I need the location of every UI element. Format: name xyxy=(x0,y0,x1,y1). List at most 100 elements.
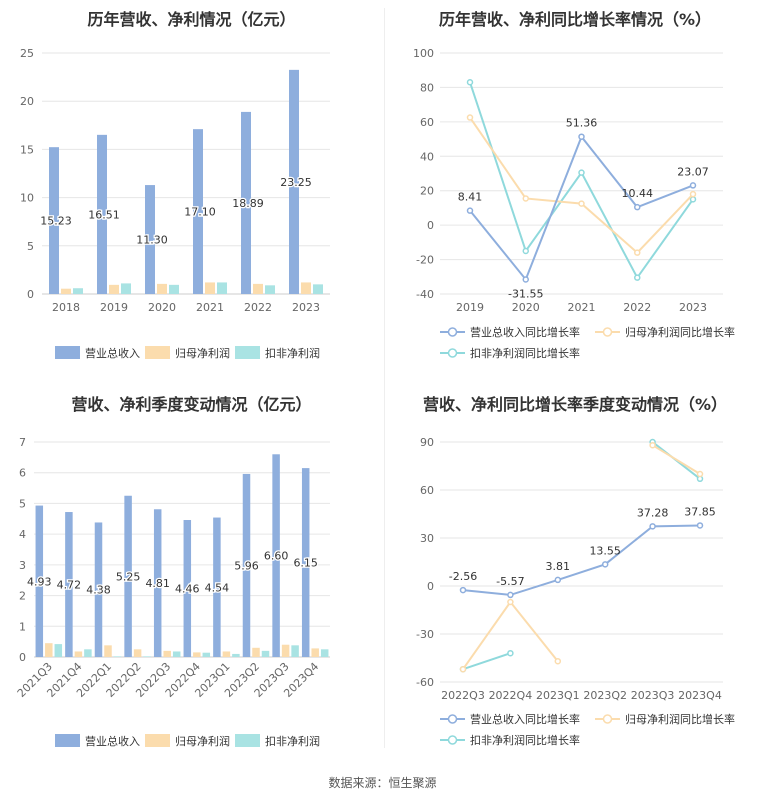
series-line xyxy=(462,600,559,670)
bar-parent-profit xyxy=(104,645,112,657)
data-point xyxy=(554,576,562,584)
data-point xyxy=(634,274,641,281)
y-tick-label: 0 xyxy=(19,651,26,664)
data-label: 15.23 xyxy=(40,215,72,228)
data-label: 4.54 xyxy=(205,581,230,594)
legend-marker xyxy=(447,735,458,745)
y-tick-label: 6 xyxy=(19,467,26,480)
y-tick-label: 60 xyxy=(420,484,434,497)
legend-swatch xyxy=(145,734,170,747)
legend-label: 营业总收入 xyxy=(85,734,140,748)
data-label: 23.25 xyxy=(280,176,312,189)
quarterly-growth-panel: 营收、净利同比增长率季度变动情况（%） -60 -30 0 30 60 90 2022Q3 2… xyxy=(385,385,765,765)
legend-marker xyxy=(602,714,613,724)
y-tick-label: 30 xyxy=(420,532,434,545)
data-label: 4.46 xyxy=(175,583,200,596)
data-label: 17.10 xyxy=(184,206,216,219)
data-point xyxy=(507,591,514,599)
y-tick-label: 0 xyxy=(27,288,34,301)
data-point xyxy=(601,561,609,568)
x-tick-label: 2021 xyxy=(568,301,596,314)
bar-revenue xyxy=(94,522,103,657)
y-tick-label: 40 xyxy=(420,150,434,163)
data-point xyxy=(507,598,514,606)
data-point xyxy=(459,586,467,594)
x-tick-label: 2022 xyxy=(244,301,272,314)
bar-parent-profit xyxy=(45,643,53,657)
bar-deducted-profit xyxy=(232,653,240,657)
y-tick-label: 20 xyxy=(20,95,34,108)
bar-deducted-profit xyxy=(261,650,270,657)
data-point xyxy=(634,203,641,211)
x-tick-label: 2023 xyxy=(292,301,320,314)
bar-deducted-profit xyxy=(113,656,122,657)
bar-parent-profit xyxy=(157,283,167,294)
annual-growth-chart: -40 -20 0 20 40 60 80 100 2019 2020 2021 2022 2023 8.… xyxy=(413,47,735,360)
y-tick-label: -60 xyxy=(416,676,434,689)
y-tick-label: 2 xyxy=(19,590,26,603)
bar-parent-profit xyxy=(281,644,290,657)
data-point xyxy=(696,522,704,529)
annual-revenue-profit-chart: 0 5 10 15 20 25 15.23 2018 16.51 2019 11.30 2020 17.… xyxy=(20,47,330,360)
bar-deducted-profit xyxy=(54,644,63,657)
y-tick-label: 20 xyxy=(420,185,434,198)
legend-swatch xyxy=(55,734,80,747)
data-label: 13.55 xyxy=(589,544,621,557)
legend-label: 营业总收入同比增长率 xyxy=(470,325,580,339)
chart-title: 营收、净利季度变动情况（亿元） xyxy=(71,395,312,414)
bar-deducted-profit xyxy=(172,651,181,657)
legend-swatch xyxy=(55,346,80,359)
y-tick-label: -40 xyxy=(416,288,434,301)
legend-marker xyxy=(447,348,458,358)
bar-parent-profit xyxy=(61,288,71,294)
quarterly-revenue-profit-chart: 012345674.932021Q34.722021Q44.382022Q15.… xyxy=(15,436,330,748)
legend-swatch xyxy=(145,346,170,359)
bar-deducted-profit xyxy=(291,645,299,657)
data-source: 数据来源：恒生聚源 xyxy=(328,776,437,790)
x-tick-label: 2019 xyxy=(100,301,128,314)
bar-revenue xyxy=(241,111,251,295)
bar-revenue xyxy=(49,147,59,294)
legend-label: 扣非净利润同比增长率 xyxy=(470,733,580,747)
bar-revenue xyxy=(65,512,73,657)
bar-deducted-profit xyxy=(202,652,211,657)
bar-deducted-profit xyxy=(217,282,227,294)
data-label: 6.60 xyxy=(264,550,289,563)
y-tick-label: 15 xyxy=(20,143,34,156)
series-line xyxy=(462,652,511,671)
data-label: 4.93 xyxy=(27,575,52,588)
data-label: 5.25 xyxy=(116,570,141,583)
bar-deducted-profit xyxy=(320,649,329,657)
legend-label: 归母净利润 xyxy=(175,346,230,360)
x-tick-label: 2020 xyxy=(148,301,176,314)
data-label: 23.07 xyxy=(677,165,709,178)
data-label: 3.81 xyxy=(546,560,571,573)
bar-deducted-profit xyxy=(121,283,131,294)
legend-label: 扣非净利润同比增长率 xyxy=(470,346,580,360)
y-tick-label: 100 xyxy=(413,47,434,60)
chart-title: 历年营收、净利同比增长率情况（%） xyxy=(438,10,712,29)
bar-revenue xyxy=(272,454,280,657)
bar-parent-profit xyxy=(205,282,215,294)
y-tick-label: -20 xyxy=(416,254,434,267)
legend-marker xyxy=(447,327,458,337)
bar-deducted-profit xyxy=(143,656,151,657)
series-line xyxy=(652,444,701,475)
bar-parent-profit xyxy=(109,284,119,294)
bar-parent-profit xyxy=(311,648,319,657)
data-point xyxy=(466,114,474,121)
chart-title: 历年营收、净利情况（亿元） xyxy=(87,10,296,29)
data-point xyxy=(466,207,474,214)
data-point xyxy=(649,523,656,530)
data-label: 6.15 xyxy=(293,557,318,570)
legend-label: 营业总收入同比增长率 xyxy=(470,712,580,726)
data-label: 4.72 xyxy=(57,579,82,592)
x-tick-label: 2022Q3 xyxy=(441,689,485,702)
y-tick-label: 7 xyxy=(19,436,26,449)
bar-revenue xyxy=(183,520,192,657)
bar-parent-profit xyxy=(252,647,260,657)
bar-deducted-profit xyxy=(73,288,83,294)
x-tick-label: 2022 xyxy=(623,301,651,314)
data-point xyxy=(507,649,514,657)
data-label: 5.96 xyxy=(234,559,259,572)
